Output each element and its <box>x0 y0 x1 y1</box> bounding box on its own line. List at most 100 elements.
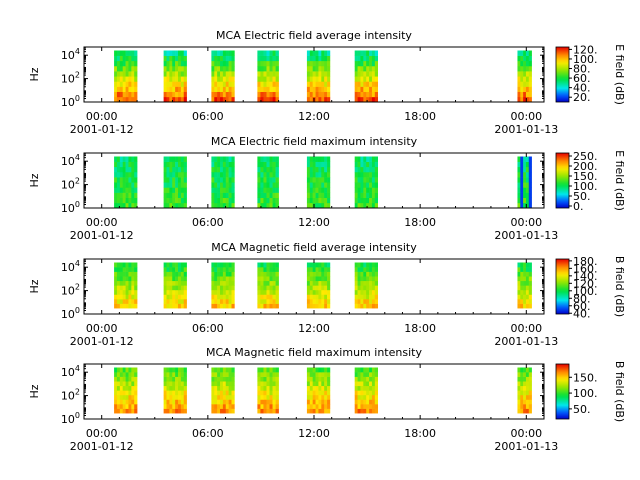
spectrogram-cell <box>263 390 267 396</box>
spectrogram-cell <box>263 376 267 382</box>
spectrogram-cell <box>371 187 376 193</box>
spectrogram-cell <box>523 399 527 405</box>
spectrogram-cell <box>134 187 138 193</box>
y-tick-label: 104 <box>61 259 80 274</box>
spectrogram-cell <box>177 276 182 282</box>
spectrogram-cell <box>269 202 273 209</box>
spectrogram-cell <box>163 60 167 67</box>
spectrogram-cell <box>177 50 182 56</box>
spectrogram-cell <box>371 192 376 198</box>
spectrogram-cell <box>263 367 267 373</box>
spectrogram-cell <box>269 271 273 277</box>
spectrogram-cell <box>183 367 187 373</box>
spectrogram-cell <box>269 280 273 286</box>
spectrogram-cell <box>275 55 279 62</box>
spectrogram-cell <box>114 166 118 173</box>
spectrogram-cell <box>225 177 229 183</box>
spectrogram-cell <box>125 394 129 400</box>
spectrogram-cell <box>371 303 376 309</box>
spectrogram-cell <box>177 267 182 272</box>
spectrogram-cell <box>315 71 319 77</box>
spectrogram-cell <box>525 303 530 309</box>
spectrogram-cell <box>354 276 358 282</box>
spectrogram-cell <box>169 376 173 382</box>
spectrogram-cell <box>266 381 270 387</box>
spectrogram-cell <box>183 299 187 304</box>
spectrogram-cell <box>220 161 224 168</box>
spectrogram-cell <box>134 91 138 98</box>
spectrogram-cell <box>172 385 176 391</box>
spectrogram-cell <box>309 262 313 268</box>
spectrogram-cell <box>231 76 235 82</box>
spectrogram-cell <box>134 81 138 87</box>
spectrogram-cell <box>260 96 264 103</box>
spectrogram-cell <box>324 299 328 304</box>
spectrogram-cell <box>354 390 358 396</box>
spectrogram-cell <box>517 299 521 304</box>
spectrogram-cell <box>374 299 378 304</box>
spectrogram-cell <box>528 376 532 382</box>
spectrogram-cell <box>177 96 182 103</box>
spectrogram-cell <box>119 367 124 373</box>
spectrogram-cell <box>116 156 121 162</box>
spectrogram-cell <box>225 280 229 286</box>
spectrogram-cell <box>363 177 367 183</box>
spectrogram-cell <box>183 394 187 400</box>
spectrogram-cell <box>374 404 378 409</box>
spectrogram-cell <box>131 50 135 56</box>
spectrogram-cell <box>363 372 367 377</box>
spectrogram-cell <box>357 71 361 77</box>
x-tick-label: 00:00 <box>86 216 118 229</box>
spectrogram-cell <box>131 303 135 309</box>
spectrogram-cell <box>166 262 170 268</box>
spectrogram-cell <box>131 367 135 373</box>
spectrogram-cell <box>528 91 532 98</box>
colorbar-tick-label: 150. <box>573 170 598 183</box>
spectrogram-cell <box>312 76 316 82</box>
spectrogram-cell <box>122 289 126 295</box>
spectrogram-cell <box>163 376 167 382</box>
spectrogram-cell <box>275 404 279 409</box>
spectrogram-cell <box>363 65 367 72</box>
spectrogram-cell <box>222 197 227 204</box>
spectrogram-cell <box>211 197 215 204</box>
spectrogram-cell <box>217 192 221 198</box>
spectrogram-cell <box>114 262 118 268</box>
spectrogram-cell <box>324 65 328 72</box>
spectrogram-cell <box>119 399 124 405</box>
spectrogram-cell <box>374 55 378 62</box>
spectrogram-cell <box>528 408 532 414</box>
spectrogram-cell <box>260 294 264 300</box>
spectrogram-cell <box>220 299 224 304</box>
spectrogram-cell <box>214 55 218 62</box>
spectrogram-cell <box>318 303 322 309</box>
spectrogram-cell <box>172 408 176 414</box>
spectrogram-cell <box>266 399 270 405</box>
spectrogram-cell <box>114 182 118 188</box>
spectrogram-cell <box>128 96 132 103</box>
x-tick-label: 12:00 <box>298 322 330 335</box>
spectrogram-cell <box>172 399 176 405</box>
spectrogram-cell <box>263 197 267 204</box>
spectrogram-cell <box>520 408 524 414</box>
spectrogram-cell <box>275 280 279 286</box>
spectrogram-cell <box>374 71 378 77</box>
spectrogram-cell <box>163 372 167 377</box>
spectrogram-cell <box>183 404 187 409</box>
spectrogram-cell <box>318 65 322 72</box>
spectrogram-cell <box>180 303 185 309</box>
spectrogram-cell <box>318 197 322 204</box>
spectrogram-cell <box>371 262 376 268</box>
spectrogram-cell <box>122 182 126 188</box>
colorbar-label: B field (dB) <box>613 256 626 317</box>
spectrogram-cell <box>321 381 325 387</box>
spectrogram-cell <box>114 399 118 405</box>
spectrogram-cell <box>125 81 129 87</box>
spectrogram-cell <box>225 50 229 56</box>
spectrogram-cell <box>520 91 524 98</box>
spectrogram-cell <box>217 404 221 409</box>
spectrogram-cell <box>169 166 173 173</box>
spectrogram-cell <box>134 404 138 409</box>
spectrogram-cell <box>211 81 215 87</box>
panel-4: MCA Magnetic field maximum intensityHz10… <box>28 346 626 453</box>
